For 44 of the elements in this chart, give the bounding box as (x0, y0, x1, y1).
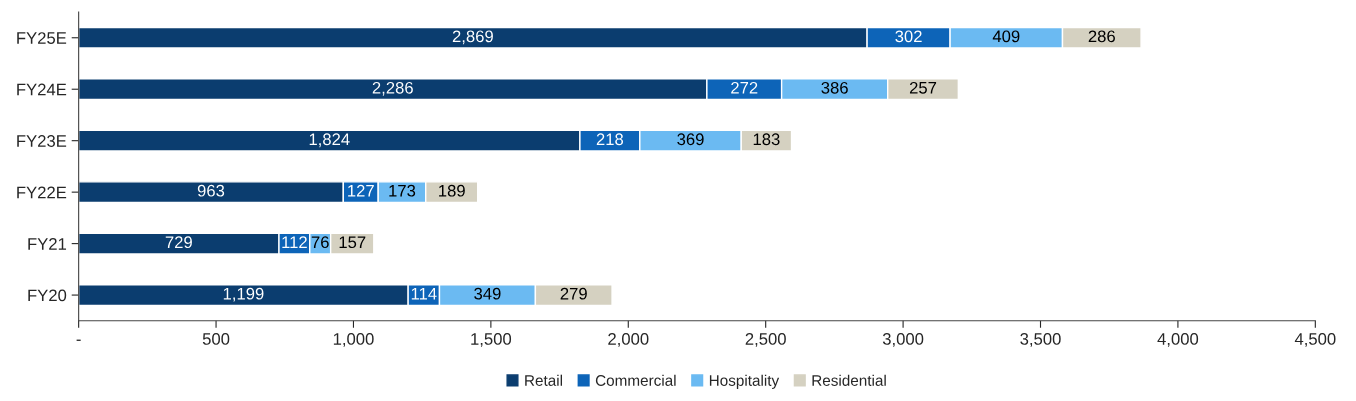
data-label: 286 (1088, 30, 1115, 43)
x-tick-label: 500 (202, 333, 230, 345)
y-tick-label: FY25E (17, 32, 67, 44)
data-label: 127 (348, 184, 374, 197)
x-tick-label: - (76, 339, 81, 341)
data-label: 349 (474, 287, 501, 300)
legend-label: Commercial (595, 374, 676, 386)
data-label: 257 (909, 81, 937, 94)
data-label: 369 (677, 133, 704, 146)
data-label: 2,286 (372, 81, 413, 96)
data-label: 1,824 (309, 133, 350, 148)
x-tick-label: 4,000 (1157, 333, 1199, 347)
data-label: 183 (753, 133, 780, 146)
data-label: 279 (560, 287, 587, 300)
data-label: 114 (411, 287, 437, 300)
x-tick-label: 1,500 (471, 333, 512, 347)
data-label: 302 (895, 30, 922, 43)
data-label: 729 (165, 236, 192, 249)
data-label: 189 (439, 184, 465, 197)
data-label: 173 (389, 184, 416, 197)
x-tick-label: 2,000 (608, 333, 649, 347)
data-label: 157 (339, 236, 366, 249)
y-tick-label: FY21 (28, 238, 67, 250)
y-tick-label: FY24E (17, 83, 67, 96)
legend-label: Hospitality (709, 374, 780, 389)
legend-label: Residential (812, 374, 886, 386)
data-label: 76 (311, 236, 329, 249)
y-tick-label: FY20 (28, 289, 67, 302)
data-label: 218 (596, 133, 624, 146)
legend-label: Retail (525, 374, 562, 386)
x-tick-label: 3,500 (1020, 333, 1061, 347)
data-label: 963 (197, 184, 225, 197)
data-label: 112 (282, 236, 307, 248)
x-tick-label: 3,000 (882, 333, 924, 347)
data-label: 409 (992, 30, 1020, 43)
x-tick-label: 4,500 (1294, 333, 1336, 347)
data-label: 386 (821, 81, 848, 94)
y-tick-label: FY23E (17, 135, 67, 147)
x-tick-label: 1,000 (333, 333, 374, 347)
x-tick-label: 2,500 (745, 333, 786, 347)
data-label: 272 (731, 81, 758, 94)
data-label: 1,199 (223, 287, 264, 302)
y-tick-label: FY22E (17, 186, 67, 199)
data-label: 2,869 (452, 30, 493, 45)
